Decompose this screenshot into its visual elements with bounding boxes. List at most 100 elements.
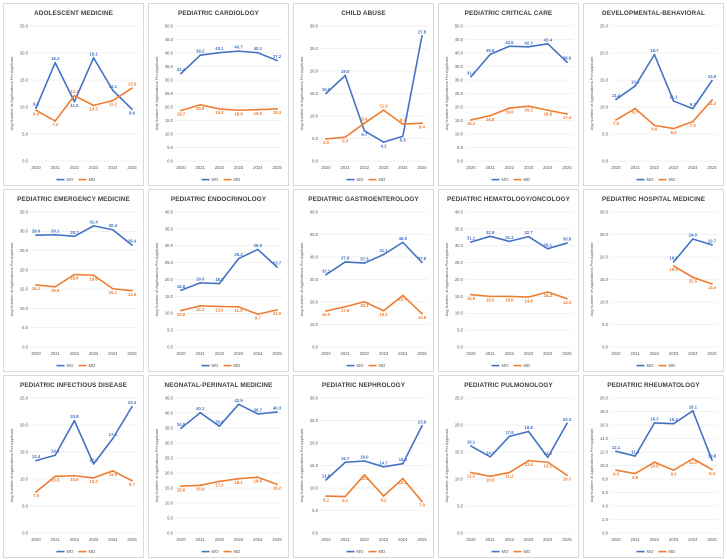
y-tick-label: 5.0 xyxy=(312,136,318,141)
data-point xyxy=(344,74,347,77)
y-tick-label: 10.0 xyxy=(600,463,609,468)
data-label: 14.0 xyxy=(544,451,553,456)
data-label: 8.4 xyxy=(361,117,368,122)
data-label: 6.0 xyxy=(671,130,678,135)
series-line-md xyxy=(35,87,133,122)
data-point xyxy=(276,411,278,413)
data-label: 16.2 xyxy=(669,417,678,422)
data-point xyxy=(508,295,511,298)
data-point xyxy=(711,79,713,82)
y-tick-label: 20.0 xyxy=(455,104,464,109)
y-tick-label: 5.0 xyxy=(602,131,608,136)
series-line-mo xyxy=(180,248,278,292)
data-point xyxy=(325,92,327,95)
y-tick-label: 30.0 xyxy=(165,440,174,445)
y-axis-label: Avg Number of Applications Per Applicant xyxy=(299,242,304,317)
y-tick-label: 15.0 xyxy=(20,77,29,82)
data-label: 4.9 xyxy=(323,140,330,145)
data-point xyxy=(672,469,675,472)
y-tick-label: 25.0 xyxy=(310,46,319,51)
data-label: 20.3 xyxy=(563,417,572,422)
x-tick-label: 2024 xyxy=(543,351,553,356)
data-label: 18.8 xyxy=(70,276,79,281)
data-point xyxy=(344,495,347,498)
data-point xyxy=(92,56,95,59)
data-label: 10.8 xyxy=(177,312,186,317)
y-tick-label: 40.0 xyxy=(455,50,464,55)
data-point xyxy=(711,468,713,471)
data-point xyxy=(421,500,423,503)
data-label: 18.2 xyxy=(51,56,60,61)
data-label: 15.9 xyxy=(196,487,205,492)
data-label: 7.6 xyxy=(33,493,40,498)
data-point xyxy=(199,103,202,106)
data-label: 9.6 xyxy=(129,110,136,115)
data-label: 22.7 xyxy=(708,238,717,243)
data-label: 9.3 xyxy=(613,471,620,476)
data-point xyxy=(325,495,327,497)
data-point xyxy=(218,305,221,308)
data-label: 39.2 xyxy=(196,49,205,54)
line-chart: 0.0 5.0 10.0 15.0 20.0 25.0 30.0 35.0 40.0 45.0 50… xyxy=(154,23,283,182)
y-tick-label: 10.0 xyxy=(455,476,464,481)
data-point xyxy=(276,59,278,62)
legend-label: MD xyxy=(234,363,241,368)
y-tick-label: 15.0 xyxy=(310,91,319,96)
x-tick-label: 2023 xyxy=(524,351,534,356)
x-tick-label: 2023 xyxy=(89,165,99,170)
series-line-mo xyxy=(615,53,713,110)
y-tick-label: 15.0 xyxy=(455,118,464,123)
data-label: 27.8 xyxy=(418,29,427,34)
data-label: 30.8 xyxy=(563,237,572,242)
data-label: 15.0 xyxy=(322,87,331,92)
data-label: 37.8 xyxy=(341,255,350,260)
data-point xyxy=(276,107,278,110)
x-tick-label: 2023 xyxy=(234,537,244,542)
x-tick-label: 2023 xyxy=(89,351,99,356)
data-label: 8.4 xyxy=(419,124,426,129)
data-point xyxy=(489,235,492,238)
data-point xyxy=(73,94,76,97)
x-tick-label: 2022 xyxy=(650,351,660,356)
data-label: 13.4 xyxy=(32,454,41,459)
legend-label: MO xyxy=(647,549,655,554)
x-tick-label: 2023 xyxy=(379,351,389,356)
data-label: 26.4 xyxy=(128,239,137,244)
y-tick-label: 25.0 xyxy=(600,23,609,28)
y-tick-label: 50.0 xyxy=(455,23,464,28)
data-point xyxy=(92,274,95,277)
data-point xyxy=(691,120,694,123)
chart-title: PEDIATRIC HOSPITAL MEDICINE xyxy=(601,196,706,203)
data-label: 19.3 xyxy=(215,110,224,115)
data-point xyxy=(237,305,240,308)
y-tick-label: 16.0 xyxy=(600,422,609,427)
data-label: 13.5 xyxy=(128,82,137,87)
data-point xyxy=(363,474,366,476)
y-tick-label: 5.0 xyxy=(22,503,28,508)
data-label: 28.9 xyxy=(254,243,263,248)
y-tick-label: 35.0 xyxy=(165,425,174,430)
y-tick-label: 20.0 xyxy=(600,50,609,55)
data-point xyxy=(566,474,568,477)
y-tick-label: 25.0 xyxy=(20,23,29,28)
data-label: 40.1 xyxy=(254,46,263,51)
x-tick-label: 2023 xyxy=(669,165,679,170)
data-label: 42.5 xyxy=(505,40,514,45)
data-label: 26.2 xyxy=(234,252,243,257)
x-tick-label: 2020 xyxy=(321,165,331,170)
x-tick-label: 2023 xyxy=(379,537,389,542)
y-tick-label: 0.0 xyxy=(167,530,173,535)
x-tick-label: 2021 xyxy=(631,351,641,356)
y-tick-label: 40.0 xyxy=(165,410,174,415)
x-tick-label: 2023 xyxy=(234,165,244,170)
data-point xyxy=(131,108,133,111)
data-point xyxy=(634,455,637,457)
data-point xyxy=(691,107,694,110)
x-tick-label: 2025 xyxy=(707,351,717,356)
data-label: 15.6 xyxy=(51,288,60,293)
data-label: 15.2 xyxy=(467,121,476,126)
data-label: 30.4 xyxy=(109,223,118,228)
data-label: 9.8 xyxy=(33,102,40,107)
x-tick-label: 2022 xyxy=(505,537,515,542)
data-point xyxy=(92,104,95,107)
